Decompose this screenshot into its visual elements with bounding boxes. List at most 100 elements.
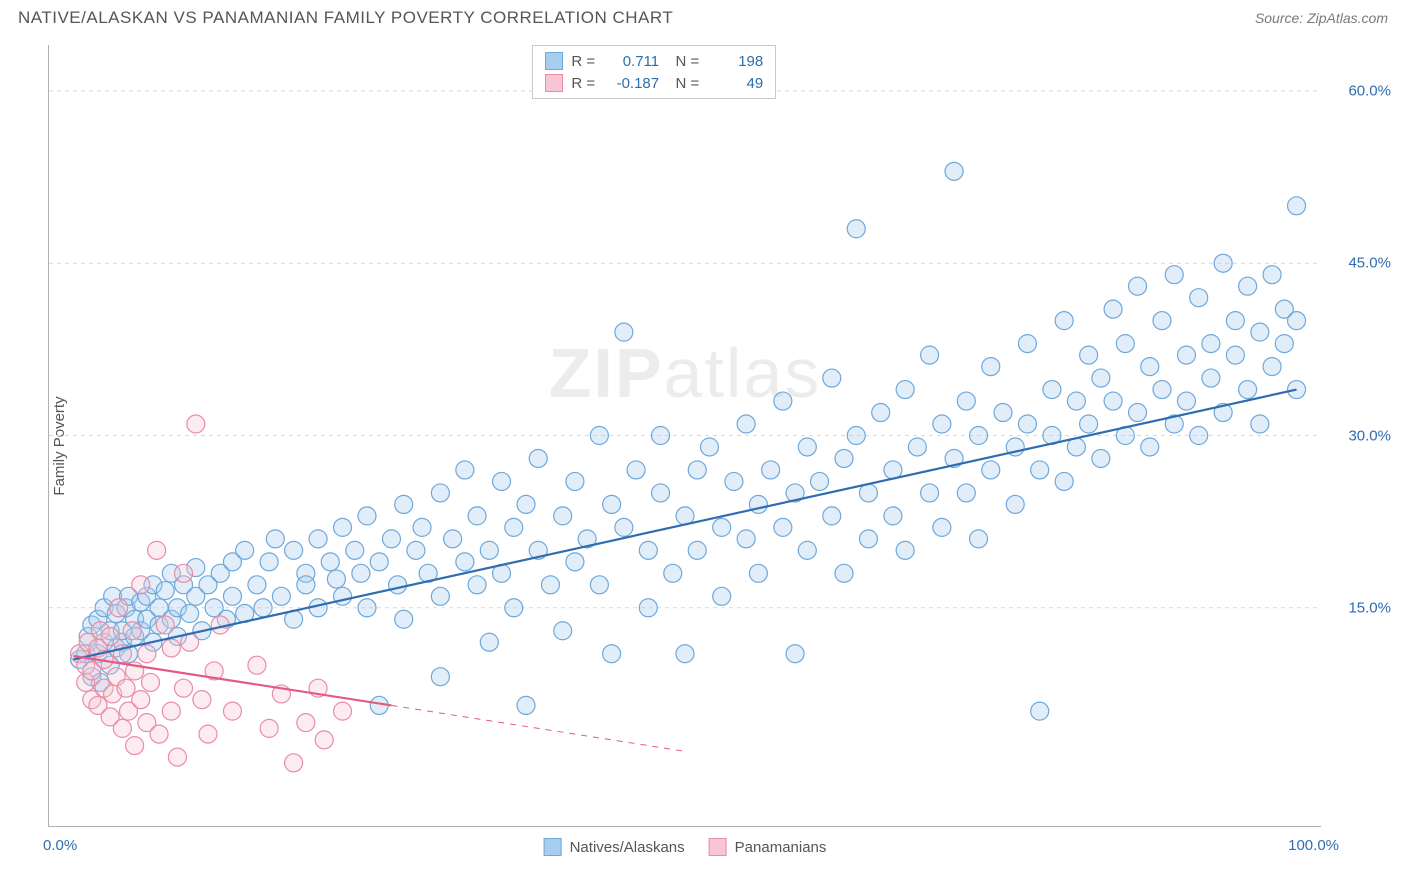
data-point — [1251, 323, 1269, 341]
data-point — [517, 495, 535, 513]
data-point — [175, 679, 193, 697]
data-point — [181, 605, 199, 623]
data-point — [603, 495, 621, 513]
data-point — [1214, 254, 1232, 272]
data-point — [1092, 369, 1110, 387]
data-point — [639, 541, 657, 559]
data-point — [187, 415, 205, 433]
data-point — [762, 461, 780, 479]
data-point — [132, 576, 150, 594]
data-point — [395, 610, 413, 628]
data-point — [713, 518, 731, 536]
data-point — [554, 622, 572, 640]
data-point — [148, 541, 166, 559]
data-point — [1177, 392, 1195, 410]
data-point — [517, 696, 535, 714]
data-point — [272, 587, 290, 605]
data-point — [456, 553, 474, 571]
data-point — [1031, 461, 1049, 479]
data-point — [285, 754, 303, 772]
data-point — [994, 404, 1012, 422]
plot-area: ZIPatlas R =0.711 N =198R =-0.187 N =49 … — [48, 45, 1321, 827]
data-point — [615, 323, 633, 341]
data-point — [1226, 346, 1244, 364]
chart-header: NATIVE/ALASKAN VS PANAMANIAN FAMILY POVE… — [0, 0, 1406, 32]
data-point — [1018, 415, 1036, 433]
data-point — [1092, 449, 1110, 467]
data-point — [896, 381, 914, 399]
data-point — [1190, 427, 1208, 445]
data-point — [700, 438, 718, 456]
data-point — [627, 461, 645, 479]
data-point — [223, 702, 241, 720]
data-point — [749, 564, 767, 582]
r-value: 0.711 — [603, 53, 659, 70]
data-point — [737, 530, 755, 548]
data-point — [1055, 312, 1073, 330]
data-point — [468, 507, 486, 525]
data-point — [1202, 369, 1220, 387]
data-point — [1018, 335, 1036, 353]
data-point — [1177, 346, 1195, 364]
data-point — [798, 438, 816, 456]
data-point — [297, 714, 315, 732]
data-point — [382, 530, 400, 548]
data-point — [1116, 335, 1134, 353]
data-point — [175, 564, 193, 582]
data-point — [444, 530, 462, 548]
data-point — [110, 599, 128, 617]
data-point — [236, 541, 254, 559]
data-point — [199, 725, 217, 743]
data-point — [156, 616, 174, 634]
legend-item: Natives/Alaskans — [544, 838, 685, 856]
data-point — [566, 553, 584, 571]
data-point — [101, 627, 119, 645]
data-point — [352, 564, 370, 582]
legend-item: Panamanians — [709, 838, 827, 856]
plot-svg — [49, 45, 1321, 826]
data-point — [1043, 381, 1061, 399]
data-point — [1165, 266, 1183, 284]
data-point — [1226, 312, 1244, 330]
data-point — [798, 541, 816, 559]
correlation-legend-row: R =0.711 N =198 — [545, 50, 763, 72]
data-point — [162, 639, 180, 657]
data-point — [493, 472, 511, 490]
data-point — [168, 748, 186, 766]
data-point — [945, 162, 963, 180]
data-point — [676, 645, 694, 663]
data-point — [1275, 335, 1293, 353]
data-point — [823, 507, 841, 525]
data-point — [327, 570, 345, 588]
data-point — [566, 472, 584, 490]
data-point — [970, 427, 988, 445]
data-point — [254, 599, 272, 617]
data-point — [541, 576, 559, 594]
n-label: N = — [667, 75, 699, 92]
data-point — [138, 645, 156, 663]
data-point — [1263, 266, 1281, 284]
data-point — [1288, 197, 1306, 215]
data-point — [117, 679, 135, 697]
data-point — [395, 495, 413, 513]
data-point — [982, 358, 1000, 376]
data-point — [688, 461, 706, 479]
data-point — [921, 346, 939, 364]
source-attribution: Source: ZipAtlas.com — [1255, 10, 1388, 26]
data-point — [590, 576, 608, 594]
data-point — [1153, 312, 1171, 330]
data-point — [652, 484, 670, 502]
data-point — [162, 702, 180, 720]
data-point — [480, 541, 498, 559]
data-point — [823, 369, 841, 387]
data-point — [346, 541, 364, 559]
data-point — [142, 673, 160, 691]
data-point — [737, 415, 755, 433]
data-point — [908, 438, 926, 456]
data-point — [884, 507, 902, 525]
data-point — [505, 518, 523, 536]
series-legend: Natives/Alaskans Panamanians — [544, 838, 827, 856]
data-point — [639, 599, 657, 617]
data-point — [664, 564, 682, 582]
data-point — [896, 541, 914, 559]
